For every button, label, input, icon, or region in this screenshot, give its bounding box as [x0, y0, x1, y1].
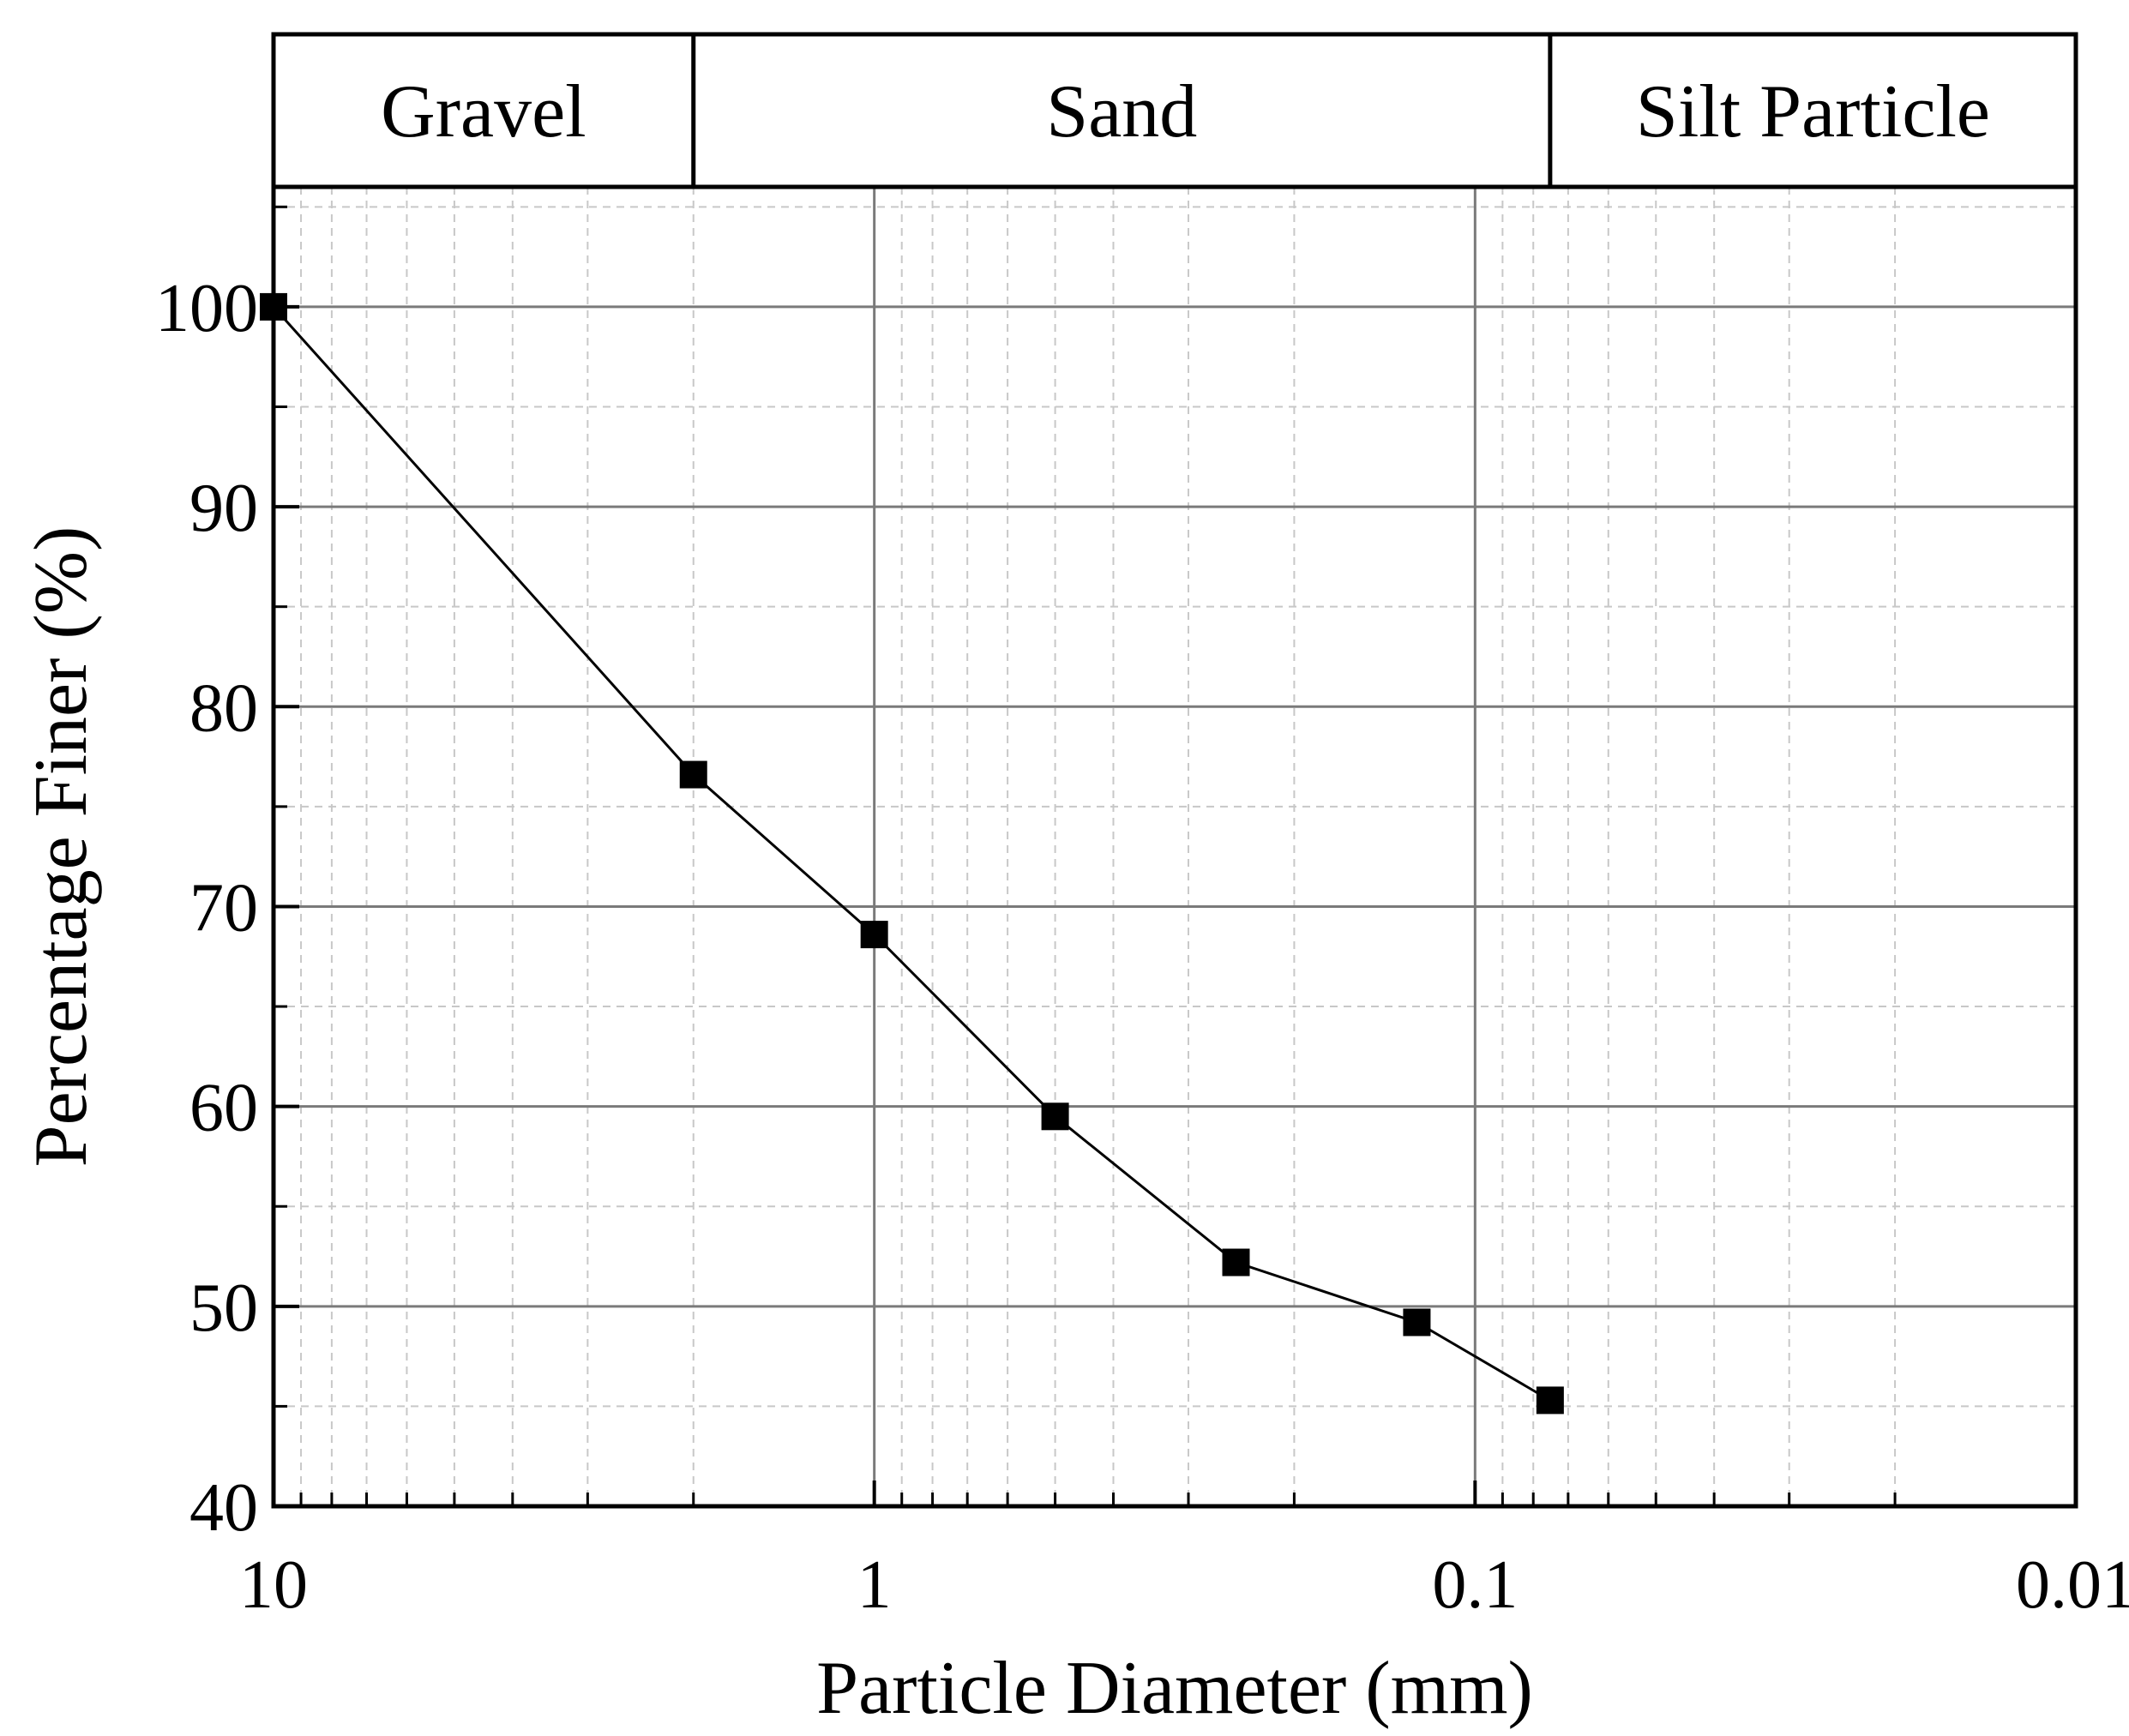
grid-major [272, 187, 2078, 1508]
x-tick-label: 0.01 [2016, 1547, 2129, 1623]
data-point-marker [1041, 1102, 1069, 1131]
data-series [260, 292, 1564, 1415]
series-line [272, 305, 1551, 1402]
x-tick-label: 1 [857, 1547, 892, 1623]
y-tick-label: 60 [189, 1071, 258, 1146]
x-axis-title: Particle Diameter (mm) [816, 1647, 1533, 1730]
zone-label: Gravel [381, 70, 586, 153]
zone-label: Silt Particle [1636, 70, 1990, 153]
y-tick-label: 80 [189, 670, 258, 746]
y-tick-label: 90 [189, 471, 258, 546]
x-tick-label: 0.1 [1432, 1547, 1518, 1623]
data-point-marker [679, 760, 707, 789]
axis-ticks [272, 205, 2078, 1508]
data-point-marker [1222, 1248, 1250, 1276]
data-point-marker [1403, 1308, 1431, 1337]
y-tick-label: 100 [155, 271, 258, 346]
data-point-marker [1536, 1386, 1564, 1415]
zone-label: Sand [1046, 70, 1197, 153]
zone-band-frame [271, 32, 2078, 189]
y-tick-label: 40 [189, 1470, 258, 1546]
grid-minor [274, 187, 2076, 1506]
y-tick-label: 70 [189, 870, 258, 946]
zone-band: Gravel Sand Silt Particle [271, 32, 2078, 189]
x-tick-label: 10 [239, 1547, 308, 1623]
y-tick-label: 50 [189, 1270, 258, 1346]
data-point-marker [860, 921, 888, 949]
tick-labels: 10 1 0.1 0.01 40 50 60 70 80 90 100 [155, 271, 2129, 1623]
y-axis-title: Percentage Finer (%) [20, 526, 103, 1168]
plot-frame [271, 184, 2078, 1509]
